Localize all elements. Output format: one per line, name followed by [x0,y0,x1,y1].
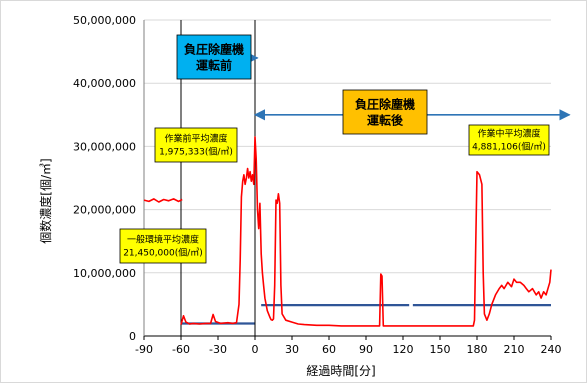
x-axis-label: 経過時間[分] [306,364,375,378]
x-tick-label: 150 [430,343,451,356]
y-tick-label: 50,000,000 [73,14,136,27]
x-tick-label: -90 [135,343,153,356]
x-tick-label: 180 [467,343,488,356]
annotation-background [342,89,428,135]
x-tick-label: 240 [541,343,562,356]
annotation-background [154,127,238,163]
x-tick-label: 210 [504,343,525,356]
x-tick-label: -60 [172,343,190,356]
axes [143,20,552,340]
x-tick-label: 120 [393,343,414,356]
series-group [143,136,552,327]
x-tick-label: 60 [322,343,336,356]
y-tick-label: 30,000,000 [73,140,136,153]
annotation-text: 運転後 [367,112,404,127]
series-line [180,136,552,327]
annotation-text: 作業中平均濃度 [477,128,540,140]
x-tick-label: 0 [252,343,259,356]
y-tick-label: 0 [129,330,136,343]
annotation-text: 運転前 [196,57,232,72]
y-tick-label: 10,000,000 [73,267,136,280]
annotation-text: 作業前平均濃度 [164,133,227,145]
annotation-text: 負圧除塵機 [184,41,244,56]
annotation-background [176,34,252,80]
annotation-text: 1,975,333(個/㎥) [159,146,233,158]
annotation-background [468,124,550,156]
x-tick-labels: -90 -60 -30 0 30 60 90 120 150 180 210 240 [135,343,561,356]
y-axis-label: 個数濃度[個/㎥] [38,158,53,243]
y-tick-label: 20,000,000 [73,204,136,217]
x-tick-label: 30 [285,343,299,356]
y-tick-label: 40,000,000 [73,77,136,90]
annotations: 負圧除塵機運転前負圧除塵機運転後作業前平均濃度1,975,333(個/㎥)作業中… [119,34,550,264]
annotation-text: 一般環境平均濃度 [127,234,199,246]
y-tick-labels: 0 10,000,000 20,000,000 30,000,000 40,000,00… [73,14,136,343]
annotation-text: 4,881,106(個/㎥) [472,141,546,153]
annotation-text: 負圧除塵機 [355,96,415,111]
series-line [143,198,183,203]
x-tick-label: 90 [359,343,373,356]
annotation-text: 21,450,000(個/㎥) [123,247,203,259]
x-tick-label: -30 [209,343,227,356]
annotation-background [119,228,207,264]
